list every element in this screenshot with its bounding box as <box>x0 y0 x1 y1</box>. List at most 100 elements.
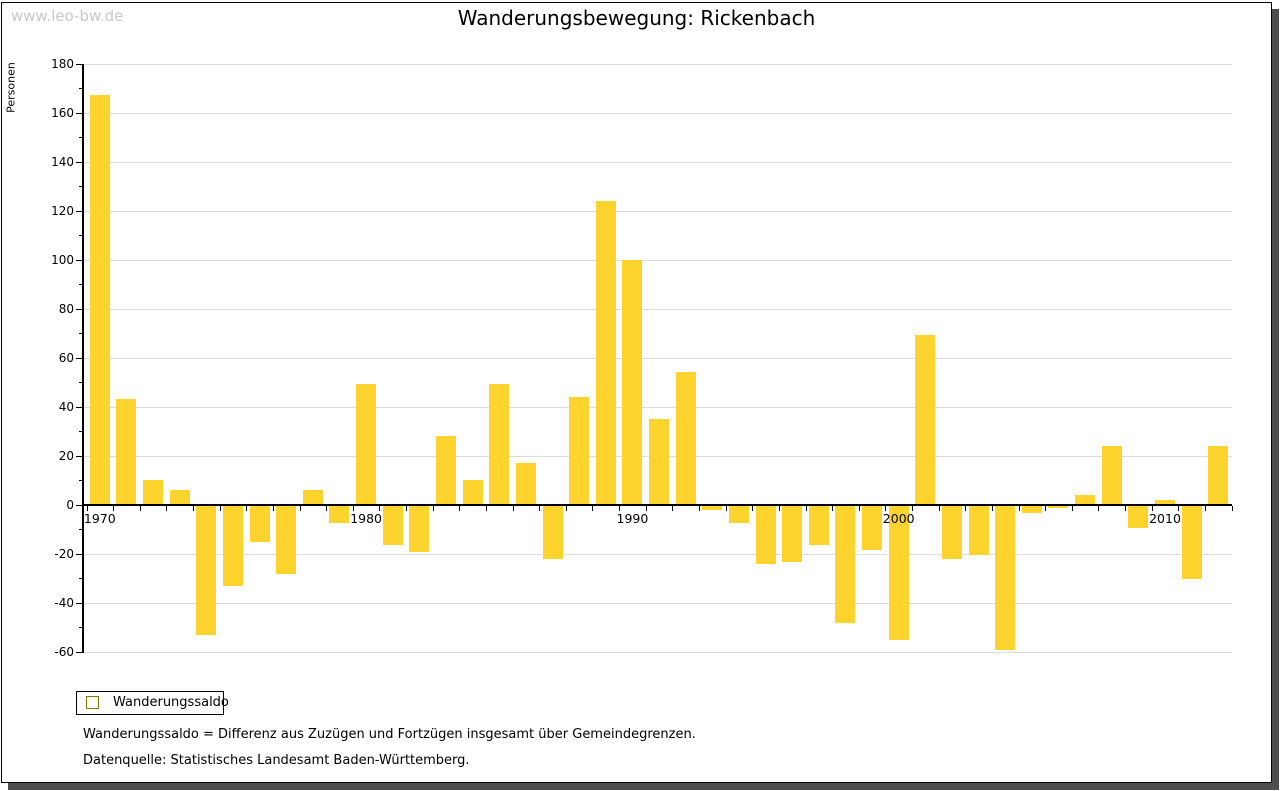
x-axis-tick <box>858 505 860 511</box>
bar-1980 <box>356 384 377 505</box>
y-axis-tick-label: -40 <box>54 595 74 610</box>
bar-2012 <box>1208 445 1229 505</box>
bar-1971 <box>116 399 137 505</box>
bar-1988 <box>569 396 590 505</box>
bar-1990 <box>622 259 643 505</box>
gridline <box>83 406 1232 408</box>
x-axis-tick <box>1071 505 1073 511</box>
x-axis-tick <box>645 505 647 511</box>
x-axis-tick <box>246 505 248 511</box>
x-axis-tick <box>432 505 434 511</box>
y-axis-minor-tick <box>79 284 83 285</box>
y-axis-tick-label: 180 <box>51 56 74 71</box>
y-axis-tick-label: -60 <box>54 644 74 659</box>
x-axis-label-2000: 2000 <box>882 510 915 526</box>
x-axis-tick <box>512 505 514 511</box>
bar-2003 <box>968 505 989 555</box>
bar-1982 <box>409 505 430 553</box>
bar-1991 <box>649 418 670 505</box>
y-axis-tick-label: 140 <box>51 154 74 169</box>
x-axis-tick <box>379 505 381 511</box>
bar-2004 <box>995 505 1016 651</box>
y-axis-minor-tick <box>79 186 83 187</box>
footnote-definition: Wanderungssaldo = Differenz aus Zuzügen … <box>83 727 696 742</box>
bar-1977 <box>276 505 297 575</box>
y-axis-tick <box>76 602 83 604</box>
x-axis-tick <box>805 505 807 511</box>
x-axis-label-2010: 2010 <box>1149 510 1181 526</box>
y-axis-tick-label: 100 <box>51 252 74 267</box>
y-axis-minor-tick <box>79 431 83 432</box>
x-axis-tick <box>86 505 88 511</box>
bar-1987 <box>542 505 563 560</box>
bar-2009 <box>1128 505 1149 528</box>
x-axis-tick <box>299 505 301 511</box>
gridline <box>83 210 1232 212</box>
legend: Wanderungssaldo <box>76 691 229 715</box>
x-axis-tick <box>1045 505 1047 511</box>
x-axis-tick <box>752 505 754 511</box>
gridline <box>83 357 1232 359</box>
bar-1992 <box>675 372 696 505</box>
bar-1983 <box>436 435 456 505</box>
x-axis-tick <box>272 505 274 511</box>
x-axis-tick <box>698 505 700 511</box>
x-axis-label-1970: 1970 <box>83 510 116 526</box>
x-axis-tick <box>965 505 967 511</box>
bar-1985 <box>489 384 510 505</box>
x-axis-tick <box>885 505 887 511</box>
gridline <box>83 259 1232 261</box>
bar-1986 <box>515 462 536 505</box>
bar-1972 <box>143 480 164 505</box>
footnote-source: Datenquelle: Statistisches Landesamt Bad… <box>83 753 470 768</box>
gridline <box>83 651 1232 653</box>
legend-label: Wanderungssaldo <box>113 695 229 710</box>
y-axis-tick-label: 60 <box>58 350 74 365</box>
x-axis-tick <box>193 505 195 511</box>
bar-1996 <box>782 505 803 562</box>
bar-2001 <box>915 335 936 505</box>
y-axis-tick <box>76 504 83 506</box>
x-axis-tick <box>326 505 328 511</box>
x-axis-label-1990: 1990 <box>616 510 649 526</box>
y-axis-tick <box>76 161 83 163</box>
y-axis-tick <box>76 308 83 310</box>
bar-2006 <box>1048 505 1069 508</box>
x-axis-tick <box>778 505 780 511</box>
bar-1975 <box>222 505 243 587</box>
y-axis-minor-tick <box>79 480 83 481</box>
x-axis-line <box>82 503 1232 506</box>
y-axis-tick-label: 120 <box>51 203 74 218</box>
y-axis-tick-label: 80 <box>58 301 74 316</box>
bar-1973 <box>169 489 190 505</box>
x-axis-tick <box>592 505 594 511</box>
x-axis-tick <box>539 505 541 511</box>
gridline <box>83 553 1232 555</box>
x-axis-tick <box>1151 505 1153 511</box>
x-axis-tick <box>832 505 834 511</box>
gridline <box>83 161 1232 163</box>
bar-2007 <box>1075 494 1096 505</box>
x-axis-tick <box>485 505 487 511</box>
bar-1981 <box>382 505 403 545</box>
gridline <box>83 63 1232 65</box>
bar-1970 <box>89 95 110 505</box>
bar-2011 <box>1181 505 1202 579</box>
x-axis-tick <box>1178 505 1180 511</box>
bar-1984 <box>462 480 483 505</box>
y-axis-title: Personen <box>4 62 18 113</box>
x-axis-tick <box>1231 505 1233 511</box>
bar-1974 <box>196 505 217 636</box>
y-axis-minor-tick <box>79 578 83 579</box>
y-axis-tick <box>76 455 83 457</box>
x-axis-tick <box>1018 505 1020 511</box>
legend-swatch-icon <box>86 696 99 709</box>
bar-1989 <box>595 200 616 505</box>
x-axis-tick <box>725 505 727 511</box>
y-axis-tick-label: 40 <box>58 399 74 414</box>
y-axis-minor-tick <box>79 333 83 334</box>
bar-1978 <box>302 489 323 505</box>
y-axis-minor-tick <box>79 529 83 530</box>
bar-2008 <box>1101 445 1122 505</box>
